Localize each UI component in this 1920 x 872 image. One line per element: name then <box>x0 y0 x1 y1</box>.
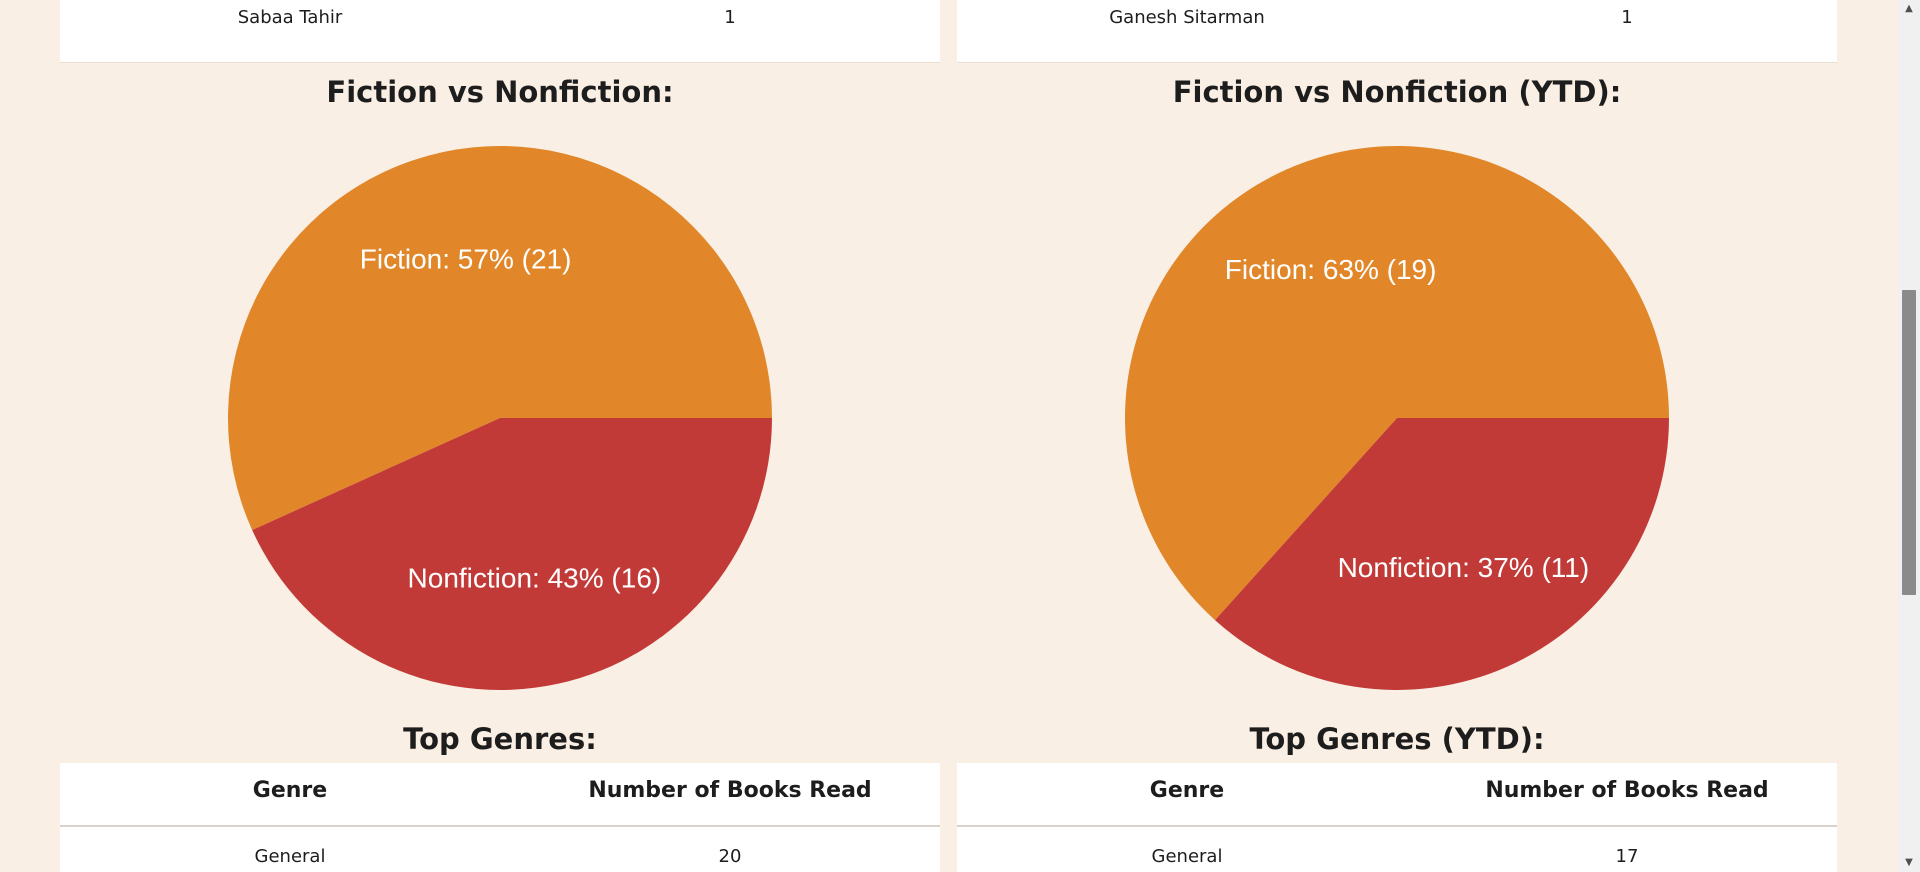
genre-name: General <box>254 846 326 867</box>
top-authors-table: Sabaa Tahir 1 <box>60 0 940 63</box>
top-genres-ytd-title: Top Genres (YTD): <box>1249 722 1545 756</box>
fiction-pie-label-fiction: Fiction: 57% (21) <box>360 243 572 274</box>
arrow-down-icon[interactable]: ▼ <box>1905 857 1913 868</box>
table-row: General 17 <box>957 827 1837 872</box>
fiction-pie-label-nonfiction: Nonfiction: 43% (16) <box>408 563 662 594</box>
fiction-pie-title: Fiction vs Nonfiction: <box>326 75 674 109</box>
books-read-column-header: Number of Books Read <box>588 778 872 803</box>
author-name: Sabaa Tahir <box>237 7 343 28</box>
scrollbar-thumb[interactable] <box>1902 290 1916 595</box>
fiction-pie-ytd-slice-nonfiction <box>1214 418 1669 690</box>
fiction-pie-slice-fiction <box>228 146 773 531</box>
fiction-pie-ytd-label-nonfiction: Nonfiction: 37% (11) <box>1338 552 1590 583</box>
fiction-pie-chart: Fiction: 57% (21) Nonfiction: 43% (16) <box>228 146 773 691</box>
top-genres-title: Top Genres: <box>403 722 597 756</box>
top-authors-ytd-table: Ganesh Sitarman 1 <box>957 0 1837 63</box>
genre-book-count: 20 <box>718 846 742 867</box>
author-book-count: 1 <box>1621 7 1633 28</box>
fiction-pie-ytd-title: Fiction vs Nonfiction (YTD): <box>1172 75 1622 109</box>
vertical-scrollbar[interactable]: ▲ ▼ <box>1898 0 1920 872</box>
table-row: General 20 <box>60 827 940 872</box>
table-row: Sabaa Tahir 1 <box>60 0 940 37</box>
author-name: Ganesh Sitarman <box>1109 7 1265 28</box>
genre-book-count: 17 <box>1615 846 1639 867</box>
top-genres-table: Genre Number of Books Read General 20 <box>60 763 940 872</box>
fiction-pie-slice-nonfiction <box>252 418 772 691</box>
fiction-pie-ytd-slice-fiction <box>1125 146 1669 621</box>
table-row: Ganesh Sitarman 1 <box>957 0 1837 37</box>
fiction-pie-ytd-chart: Fiction: 63% (19) Nonfiction: 37% (11) <box>1125 146 1669 690</box>
genre-name: General <box>1151 846 1223 867</box>
top-genres-ytd-table: Genre Number of Books Read General 17 <box>957 763 1837 872</box>
table-header: Genre Number of Books Read <box>957 763 1837 827</box>
author-book-count: 1 <box>724 7 736 28</box>
table-header: Genre Number of Books Read <box>60 763 940 827</box>
fiction-pie-ytd-label-fiction: Fiction: 63% (19) <box>1225 254 1437 285</box>
genre-column-header: Genre <box>252 778 328 803</box>
arrow-up-icon[interactable]: ▲ <box>1905 3 1913 14</box>
books-read-column-header: Number of Books Read <box>1485 778 1769 803</box>
genre-column-header: Genre <box>1149 778 1225 803</box>
